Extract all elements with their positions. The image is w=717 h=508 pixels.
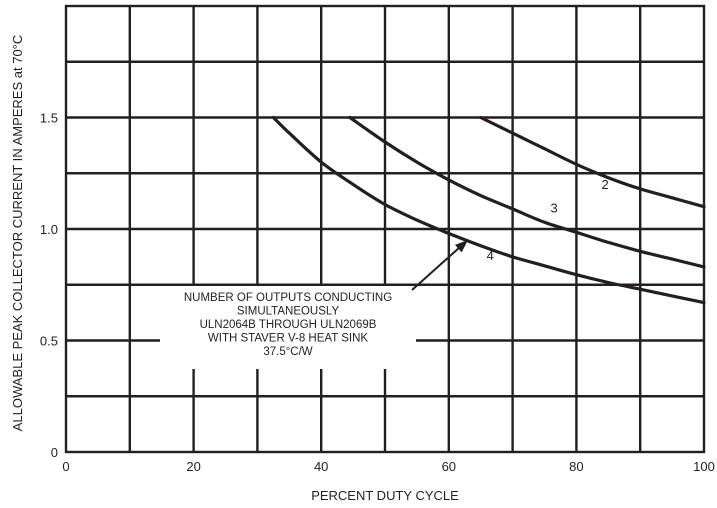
x-tick-label: 80 [569, 459, 583, 474]
x-tick-label: 60 [442, 459, 456, 474]
curves [271, 115, 706, 305]
annotation-background [160, 286, 416, 369]
curve-label-3: 3 [550, 200, 557, 215]
plot-frame [64, 4, 706, 454]
annotation-arrow-line [411, 246, 461, 291]
y-axis-title: ALLOWABLE PEAK COLLECTOR CURRENT IN AMPE… [10, 35, 25, 432]
curve-label-2: 2 [601, 177, 608, 192]
curve-labels: 2 3 4 [487, 177, 609, 263]
annotation-line: WITH STAVER V-8 HEAT SINK [208, 333, 369, 345]
y-tick-label: 0 [51, 445, 58, 460]
annotation-text: NUMBER OF OUTPUTS CONDUCTING SIMULTANEOUS… [184, 292, 392, 358]
annotation-line: SIMULTANEOUSLY [237, 306, 340, 318]
curve-4-outputs [271, 115, 706, 305]
curve-2-outputs [479, 115, 706, 209]
annotation-line: 37.5°C/W [263, 346, 312, 358]
x-tick-label: 0 [62, 459, 69, 474]
annotation-line: ULN2064B THROUGH ULN2069B [200, 319, 377, 331]
annotation-arrow-head [454, 240, 468, 253]
x-tick-label: 20 [186, 459, 200, 474]
x-axis-title: PERCENT DUTY CYCLE [311, 488, 459, 503]
x-tick-label: 40 [314, 459, 328, 474]
curve-label-4: 4 [487, 248, 494, 263]
annotation-line: NUMBER OF OUTPUTS CONDUCTING [184, 292, 392, 304]
annotation: NUMBER OF OUTPUTS CONDUCTING SIMULTANEOUS… [160, 240, 468, 369]
curve-3-outputs [348, 115, 706, 269]
tick-labels: 0 20 40 60 80 100 0 0.5 1.0 1.5 [40, 111, 715, 475]
y-tick-label: 1.0 [40, 222, 58, 237]
y-tick-label: 0.5 [40, 334, 58, 349]
y-tick-label: 1.5 [40, 111, 58, 126]
x-tick-label: 100 [693, 459, 715, 474]
